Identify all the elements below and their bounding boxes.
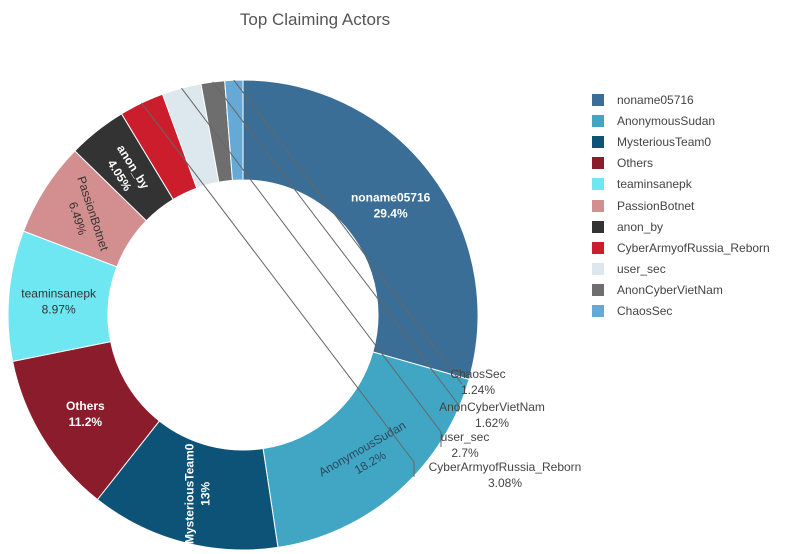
label-name: teaminsanepk	[21, 287, 97, 301]
legend-swatch	[592, 305, 604, 318]
legend-item-cyberarmyofrussia-reborn[interactable]: CyberArmyofRussia_Reborn	[592, 237, 770, 258]
chart-title: Top Claiming Actors	[239, 10, 391, 29]
legend-item-anon-by[interactable]: anon_by	[592, 216, 770, 237]
legend-label: teaminsanepk	[617, 177, 692, 192]
label-name: noname05716	[351, 191, 431, 205]
label-noname05716: noname05716 29.4%	[351, 191, 431, 221]
legend-item-mysteriousteam0[interactable]: MysteriousTeam0	[592, 131, 770, 152]
legend-swatch	[592, 199, 604, 212]
legend-swatch	[592, 114, 604, 127]
leader-line-cyberarmyofrussia-reborn	[141, 102, 415, 477]
legend-label: CyberArmyofRussia_Reborn	[617, 240, 770, 255]
legend-swatch	[592, 284, 604, 297]
legend-label: MysteriousTeam0	[617, 134, 712, 149]
legend-item-others[interactable]: Others	[592, 153, 770, 174]
outer-label-name-user-sec: user_sec	[441, 430, 490, 444]
leader-line-anoncybervietnam	[212, 81, 459, 412]
label-name: MysteriousTeam0	[183, 443, 197, 544]
legend-label: user_sec	[617, 262, 666, 277]
legend-item-chaossec[interactable]: ChaosSec	[592, 301, 770, 322]
outer-label-value-anoncybervietnam: 1.62%	[475, 416, 509, 430]
legend-swatch	[592, 93, 604, 106]
legend-item-passionbotnet[interactable]: PassionBotnet	[592, 195, 770, 216]
legend-label: anon_by	[617, 219, 664, 234]
label-others: Others 11.2%	[66, 399, 105, 429]
legend-item-anonymoussudan[interactable]: AnonymousSudan	[592, 110, 770, 131]
leader-line-user-sec	[181, 87, 442, 447]
legend-swatch	[592, 178, 604, 191]
label-name: Others	[66, 399, 105, 413]
legend: noname05716 AnonymousSudan MysteriousTeam0…	[592, 89, 770, 322]
legend-swatch	[592, 135, 604, 148]
legend-swatch	[592, 241, 604, 254]
legend-item-teaminsanepk[interactable]: teaminsanepk	[592, 174, 770, 195]
outer-label-name-anoncybervietnam: AnonCyberVietNam	[439, 400, 545, 414]
legend-item-noname05716[interactable]: noname05716	[592, 89, 770, 110]
legend-swatch	[592, 220, 604, 233]
legend-label: ChaosSec	[617, 304, 673, 319]
slices-layer	[7, 79, 479, 551]
outer-label-value-cyberarmyofrussia-reborn: 3.08%	[488, 476, 522, 490]
legend-item-user-sec[interactable]: user_sec	[592, 259, 770, 280]
label-teaminsanepk: teaminsanepk 8.97%	[21, 287, 97, 317]
legend-label: AnonymousSudan	[617, 113, 716, 128]
leader-line-chaossec	[233, 79, 463, 385]
label-value: 13%	[199, 481, 213, 505]
label-value: 29.4%	[374, 207, 408, 221]
donut-chart: noname0571629.4%AnonymousSudan18.2%Myste…	[7, 79, 582, 551]
outer-label-name-chaossec: ChaosSec	[450, 367, 505, 381]
slice-chaossec[interactable]	[224, 79, 244, 181]
outer-label-value-user-sec: 2.7%	[451, 446, 479, 460]
legend-swatch	[592, 157, 604, 170]
label-mysteriousteam0: MysteriousTeam0 13%	[183, 443, 213, 544]
legend-swatch	[592, 263, 604, 276]
outer-label-name-cyberarmyofrussia-reborn: CyberArmyofRussia_Reborn	[429, 460, 582, 474]
slice-noname05716[interactable]	[242, 79, 479, 380]
legend-item-anoncybervietnam[interactable]: AnonCyberVietNam	[592, 280, 770, 301]
legend-label: Others	[617, 156, 654, 171]
label-value: 11.2%	[69, 415, 103, 429]
legend-label: AnonCyberVietNam	[617, 283, 723, 298]
label-value: 8.97%	[42, 303, 76, 317]
legend-label: PassionBotnet	[617, 198, 695, 213]
outer-label-value-chaossec: 1.24%	[461, 383, 495, 397]
legend-label: noname05716	[617, 92, 694, 107]
